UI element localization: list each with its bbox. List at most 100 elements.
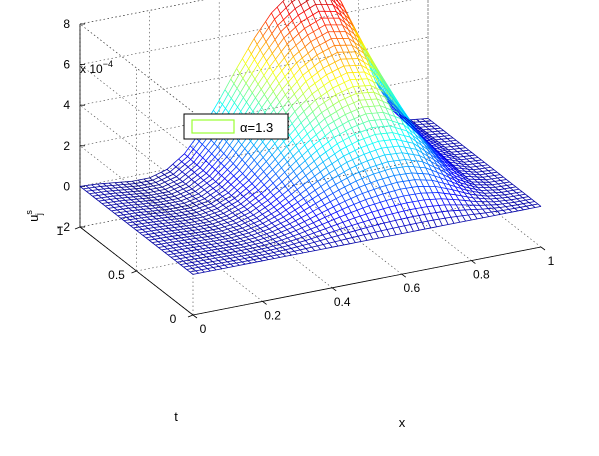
mesh-line-t <box>231 69 237 80</box>
mesh-line-x <box>260 30 263 36</box>
mesh-line-x <box>173 217 176 219</box>
mesh-line-t <box>193 267 199 268</box>
mesh-line-x <box>376 150 379 157</box>
mesh-line-x <box>298 134 301 139</box>
mesh-line-x <box>236 215 239 218</box>
mesh-line-x <box>318 181 321 186</box>
legend-label: α=1.3 <box>240 120 273 135</box>
mesh-line-x <box>404 226 407 233</box>
mesh-line-x <box>214 241 217 243</box>
mesh-line-t <box>199 240 205 241</box>
mesh-line-x <box>264 172 267 176</box>
mesh-line-t <box>217 248 223 249</box>
mesh-line-x <box>306 81 309 87</box>
mesh-line-t <box>144 209 150 210</box>
mesh-line-t <box>318 86 324 90</box>
mesh-line-t <box>99 200 105 201</box>
mesh-line-t <box>336 92 342 95</box>
mesh-line-t <box>362 191 368 193</box>
mesh-line-t <box>470 166 476 167</box>
mesh-line-x <box>304 28 307 35</box>
mesh-line-t <box>494 175 500 176</box>
mesh-line-t <box>208 197 214 201</box>
mesh-line-x <box>228 193 231 196</box>
mesh-line-x <box>182 172 185 175</box>
mesh-line-t <box>175 232 181 233</box>
mesh-line-t <box>248 145 254 152</box>
mesh-line-x <box>262 214 265 217</box>
mesh-line-x <box>435 129 438 131</box>
mesh-line-t <box>263 151 269 158</box>
mesh-line-t <box>227 255 233 256</box>
mesh-line-x <box>228 235 231 237</box>
mesh-line-t <box>165 187 171 190</box>
mesh-line-x <box>301 218 304 222</box>
mesh-line-x <box>427 207 430 214</box>
mesh-line-x <box>130 184 133 186</box>
mesh-line-t <box>345 112 351 114</box>
mesh-line-t <box>234 239 240 241</box>
mesh-line-t <box>329 242 335 243</box>
mesh-line-t <box>150 182 156 183</box>
mesh-line-x <box>381 231 384 237</box>
mesh-line-t <box>234 182 240 187</box>
mesh-line-t <box>225 173 231 179</box>
mesh-line-t <box>264 67 270 76</box>
mesh-line-t <box>213 100 219 110</box>
mesh-line-x <box>336 95 339 102</box>
mesh-line-t <box>173 247 179 248</box>
mesh-line-x <box>337 39 340 46</box>
mesh-line-x <box>232 213 235 216</box>
mesh-line-x <box>144 185 147 187</box>
mesh-line-t <box>320 239 326 241</box>
mesh-line-x <box>180 187 183 189</box>
mesh-line-x <box>318 195 321 200</box>
mesh-line-x <box>281 232 284 235</box>
mesh-line-t <box>110 193 116 194</box>
mesh-line-x <box>500 208 503 211</box>
mesh-line-x <box>205 199 208 201</box>
mesh-line-t <box>436 139 442 140</box>
mesh-line-x <box>110 194 113 196</box>
mesh-line-t <box>273 65 279 72</box>
mesh-line-t <box>332 160 338 164</box>
mesh-line-t <box>282 190 288 195</box>
mesh-line-x <box>225 190 228 193</box>
mesh-line-x <box>213 235 216 237</box>
mesh-line-x <box>409 181 412 188</box>
mesh-line-t <box>169 202 175 203</box>
mesh-line-t <box>326 247 332 248</box>
mesh-line-x <box>172 194 175 196</box>
mesh-line-x <box>465 200 468 205</box>
mesh-line-x <box>122 198 125 200</box>
mesh-line-t <box>252 178 258 184</box>
mesh-line-x <box>488 165 491 167</box>
mesh-line-t <box>301 100 307 106</box>
mesh-line-t <box>273 84 279 92</box>
mesh-line-t <box>246 93 252 102</box>
mesh-line-t <box>319 25 325 28</box>
mesh-line-t <box>236 220 242 223</box>
mesh-line-t <box>237 174 243 179</box>
mesh-line-x <box>238 254 241 256</box>
mesh-line-t <box>172 235 178 236</box>
mesh-line-x <box>98 195 101 197</box>
mesh-line-t <box>209 220 215 222</box>
mesh-line-x <box>377 196 380 202</box>
mesh-line-x <box>441 134 444 136</box>
mesh-line-x <box>301 123 304 129</box>
mesh-line-t <box>255 89 261 97</box>
mesh-line-t <box>320 229 326 231</box>
mesh-line-x <box>365 185 368 191</box>
mesh-line-t <box>157 229 163 230</box>
mesh-line-x <box>271 13 274 19</box>
mesh-line-x <box>224 227 227 229</box>
mesh-line-x <box>105 200 108 202</box>
mesh-line-t <box>354 202 360 204</box>
mesh-line-x <box>372 212 375 218</box>
mesh-line-x <box>119 196 122 198</box>
mesh-line-x <box>293 227 296 230</box>
mesh-line-x <box>246 102 249 107</box>
mesh-line-x <box>310 207 313 211</box>
mesh-line-x <box>202 196 205 198</box>
